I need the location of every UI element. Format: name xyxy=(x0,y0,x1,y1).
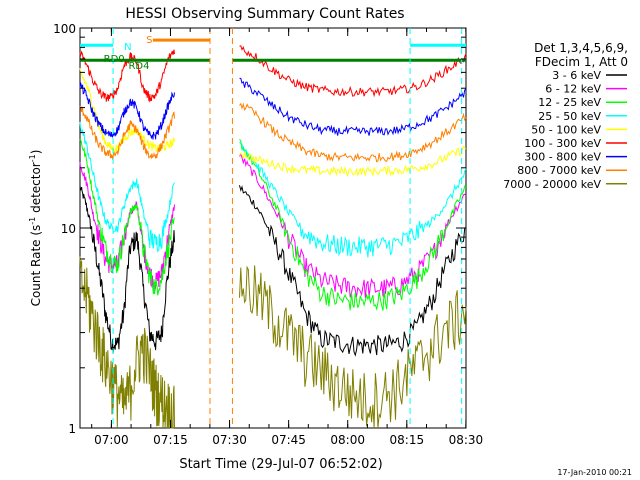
series-5-segment-2 xyxy=(239,145,467,178)
x-tick-label-4: 07:45 xyxy=(271,433,306,447)
y-axis-label: Count Rate (s-1 detector-1) xyxy=(28,150,43,307)
series-3-segment-2 xyxy=(239,138,467,311)
legend-label-2: 6 - 12 keV xyxy=(545,83,601,96)
legend: Det 1,3,4,5,6,9, FDecim 1, Att 0 3 - 6 k… xyxy=(503,41,628,191)
x-tick-label-3: 07:30 xyxy=(212,433,247,447)
x-tick-label-7: 08:30 xyxy=(449,433,484,447)
legend-label-1: 3 - 6 keV xyxy=(552,69,601,82)
series-1-segment-2 xyxy=(239,185,467,357)
x-tick-label-6: 08:15 xyxy=(390,433,425,447)
series-9 xyxy=(79,256,467,429)
annotation-s: S xyxy=(146,35,152,46)
series-5 xyxy=(79,68,467,178)
y-tick-label-1: 1 xyxy=(68,422,76,436)
legend-label-4: 25 - 50 keV xyxy=(538,110,601,123)
flag-layer xyxy=(80,38,466,62)
x-tick-label-2: 07:15 xyxy=(153,433,188,447)
series-9-segment-2 xyxy=(239,265,467,429)
vline-layer xyxy=(112,28,463,428)
y-axis-label-tail: detector xyxy=(29,162,43,217)
legend-label-7: 300 - 800 keV xyxy=(524,151,601,164)
series-8-segment-2 xyxy=(239,102,467,163)
series-7-segment-2 xyxy=(239,77,467,136)
series-9-segment-1 xyxy=(79,256,175,429)
series-4 xyxy=(79,121,467,258)
legend-label-9: 7000 - 20000 keV xyxy=(503,178,601,191)
y-axis-label-end: ) xyxy=(29,150,43,155)
series-1-segment-1 xyxy=(79,185,175,354)
series-6 xyxy=(79,45,467,103)
y-axis-label-sup2: -1 xyxy=(28,154,37,162)
y-axis-label-main: Count Rate (s xyxy=(29,225,43,307)
x-tick-label-1: 07:00 xyxy=(94,433,129,447)
legend-label-6: 100 - 300 keV xyxy=(524,137,601,150)
legend-label-5: 50 - 100 keV xyxy=(531,123,601,136)
series-7-segment-1 xyxy=(79,82,175,140)
series-layer xyxy=(79,45,467,429)
y-tick-label-2: 10 xyxy=(61,222,76,236)
annotation-rd4: RD4 xyxy=(128,61,149,72)
series-4-segment-1 xyxy=(79,121,175,253)
y-axis-label-sup1: -1 xyxy=(28,217,37,225)
annotation-n: N xyxy=(124,42,131,53)
series-7 xyxy=(79,77,467,140)
legend-label-8: 800 - 7000 keV xyxy=(517,164,601,177)
series-6-segment-2 xyxy=(239,45,467,98)
series-6-segment-1 xyxy=(79,49,175,103)
series-3-segment-1 xyxy=(79,137,175,296)
x-axis-label: Start Time (29-Jul-07 06:52:02) xyxy=(179,457,382,472)
series-3 xyxy=(79,137,467,311)
legend-header-line1: Det 1,3,4,5,6,9, xyxy=(534,41,628,55)
legend-label-3: 12 - 25 keV xyxy=(538,96,601,109)
x-tick-label-5: 08:00 xyxy=(330,433,365,447)
y-tick-label-3: 100 xyxy=(53,22,76,36)
series-8 xyxy=(79,102,467,163)
series-1 xyxy=(79,185,467,357)
legend-header-line2: FDecim 1, Att 0 xyxy=(535,55,628,69)
plot-area: 07:00 07:15 07:30 07:45 08:00 08:15 08:30 1 10 10… xyxy=(53,22,483,447)
series-2-segment-1 xyxy=(79,162,175,292)
series-2-segment-2 xyxy=(239,152,467,299)
footer-date: 17-Jan-2010 00:21 xyxy=(557,468,632,477)
chart-title: HESSI Observing Summary Count Rates xyxy=(125,6,404,22)
series-8-segment-1 xyxy=(79,105,175,161)
series-4-segment-2 xyxy=(239,141,467,258)
annotation-rd0: RD0 xyxy=(104,54,125,65)
tick-layer: 07:00 07:15 07:30 07:45 08:00 08:15 08:30 1 10 10… xyxy=(53,22,483,447)
series-2 xyxy=(79,152,467,299)
